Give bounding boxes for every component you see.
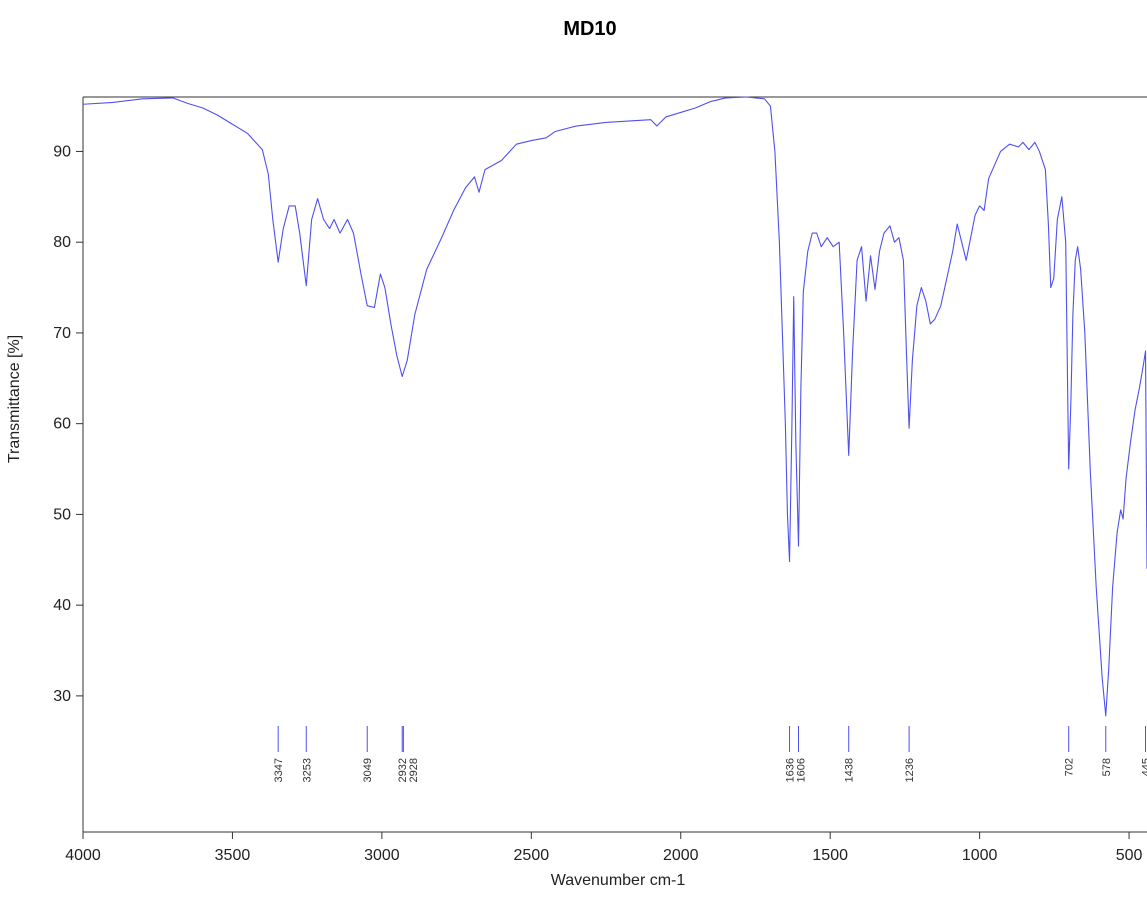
chart-title: MD10: [563, 18, 617, 40]
y-tick-label: 90: [53, 143, 71, 160]
y-tick-label: 30: [53, 688, 71, 705]
x-tick-label: 3500: [215, 847, 251, 864]
x-tick-label: 1500: [812, 847, 848, 864]
peak-label: 1636: [785, 758, 797, 782]
peak-label: 2932: [397, 758, 409, 782]
x-tick-label: 1000: [962, 847, 998, 864]
y-tick-label: 50: [53, 506, 71, 523]
x-tick-label: 2500: [514, 847, 550, 864]
peak-label: 3049: [362, 758, 374, 782]
peak-label: 702: [1064, 758, 1076, 776]
x-tick-label: 3000: [364, 847, 400, 864]
x-axis-label: Wavenumber cm-1: [550, 872, 686, 889]
spectrum-line: [82, 96, 1147, 717]
y-tick-label: 60: [53, 416, 71, 433]
peak-label: 3253: [301, 758, 313, 782]
y-tick-label: 70: [53, 325, 71, 342]
peak-label: 578: [1101, 758, 1113, 776]
x-tick-label: 2000: [663, 847, 699, 864]
peak-label: 2928: [408, 758, 420, 782]
y-tick-label: 80: [53, 234, 71, 251]
tick-marks: 4000 3500 3000 2500 2000 1500 1000 500 30 40 50 60 7…: [53, 143, 1142, 864]
peak-label: 3347: [273, 758, 285, 782]
x-tick-label: 4000: [65, 847, 101, 864]
peak-label: 1606: [796, 758, 808, 782]
series-lines: [82, 96, 1147, 717]
peak-label: 1236: [904, 758, 916, 782]
peak-label: 1438: [844, 758, 856, 782]
peak-markers: 3347 3253 3049 2932 2928 1636 1606 1438 1236 702 5…: [273, 726, 1147, 782]
y-tick-label: 40: [53, 597, 71, 614]
axes: [82, 96, 1147, 833]
peak-label: 445: [1141, 758, 1147, 776]
x-tick-label: 500: [1116, 847, 1143, 864]
